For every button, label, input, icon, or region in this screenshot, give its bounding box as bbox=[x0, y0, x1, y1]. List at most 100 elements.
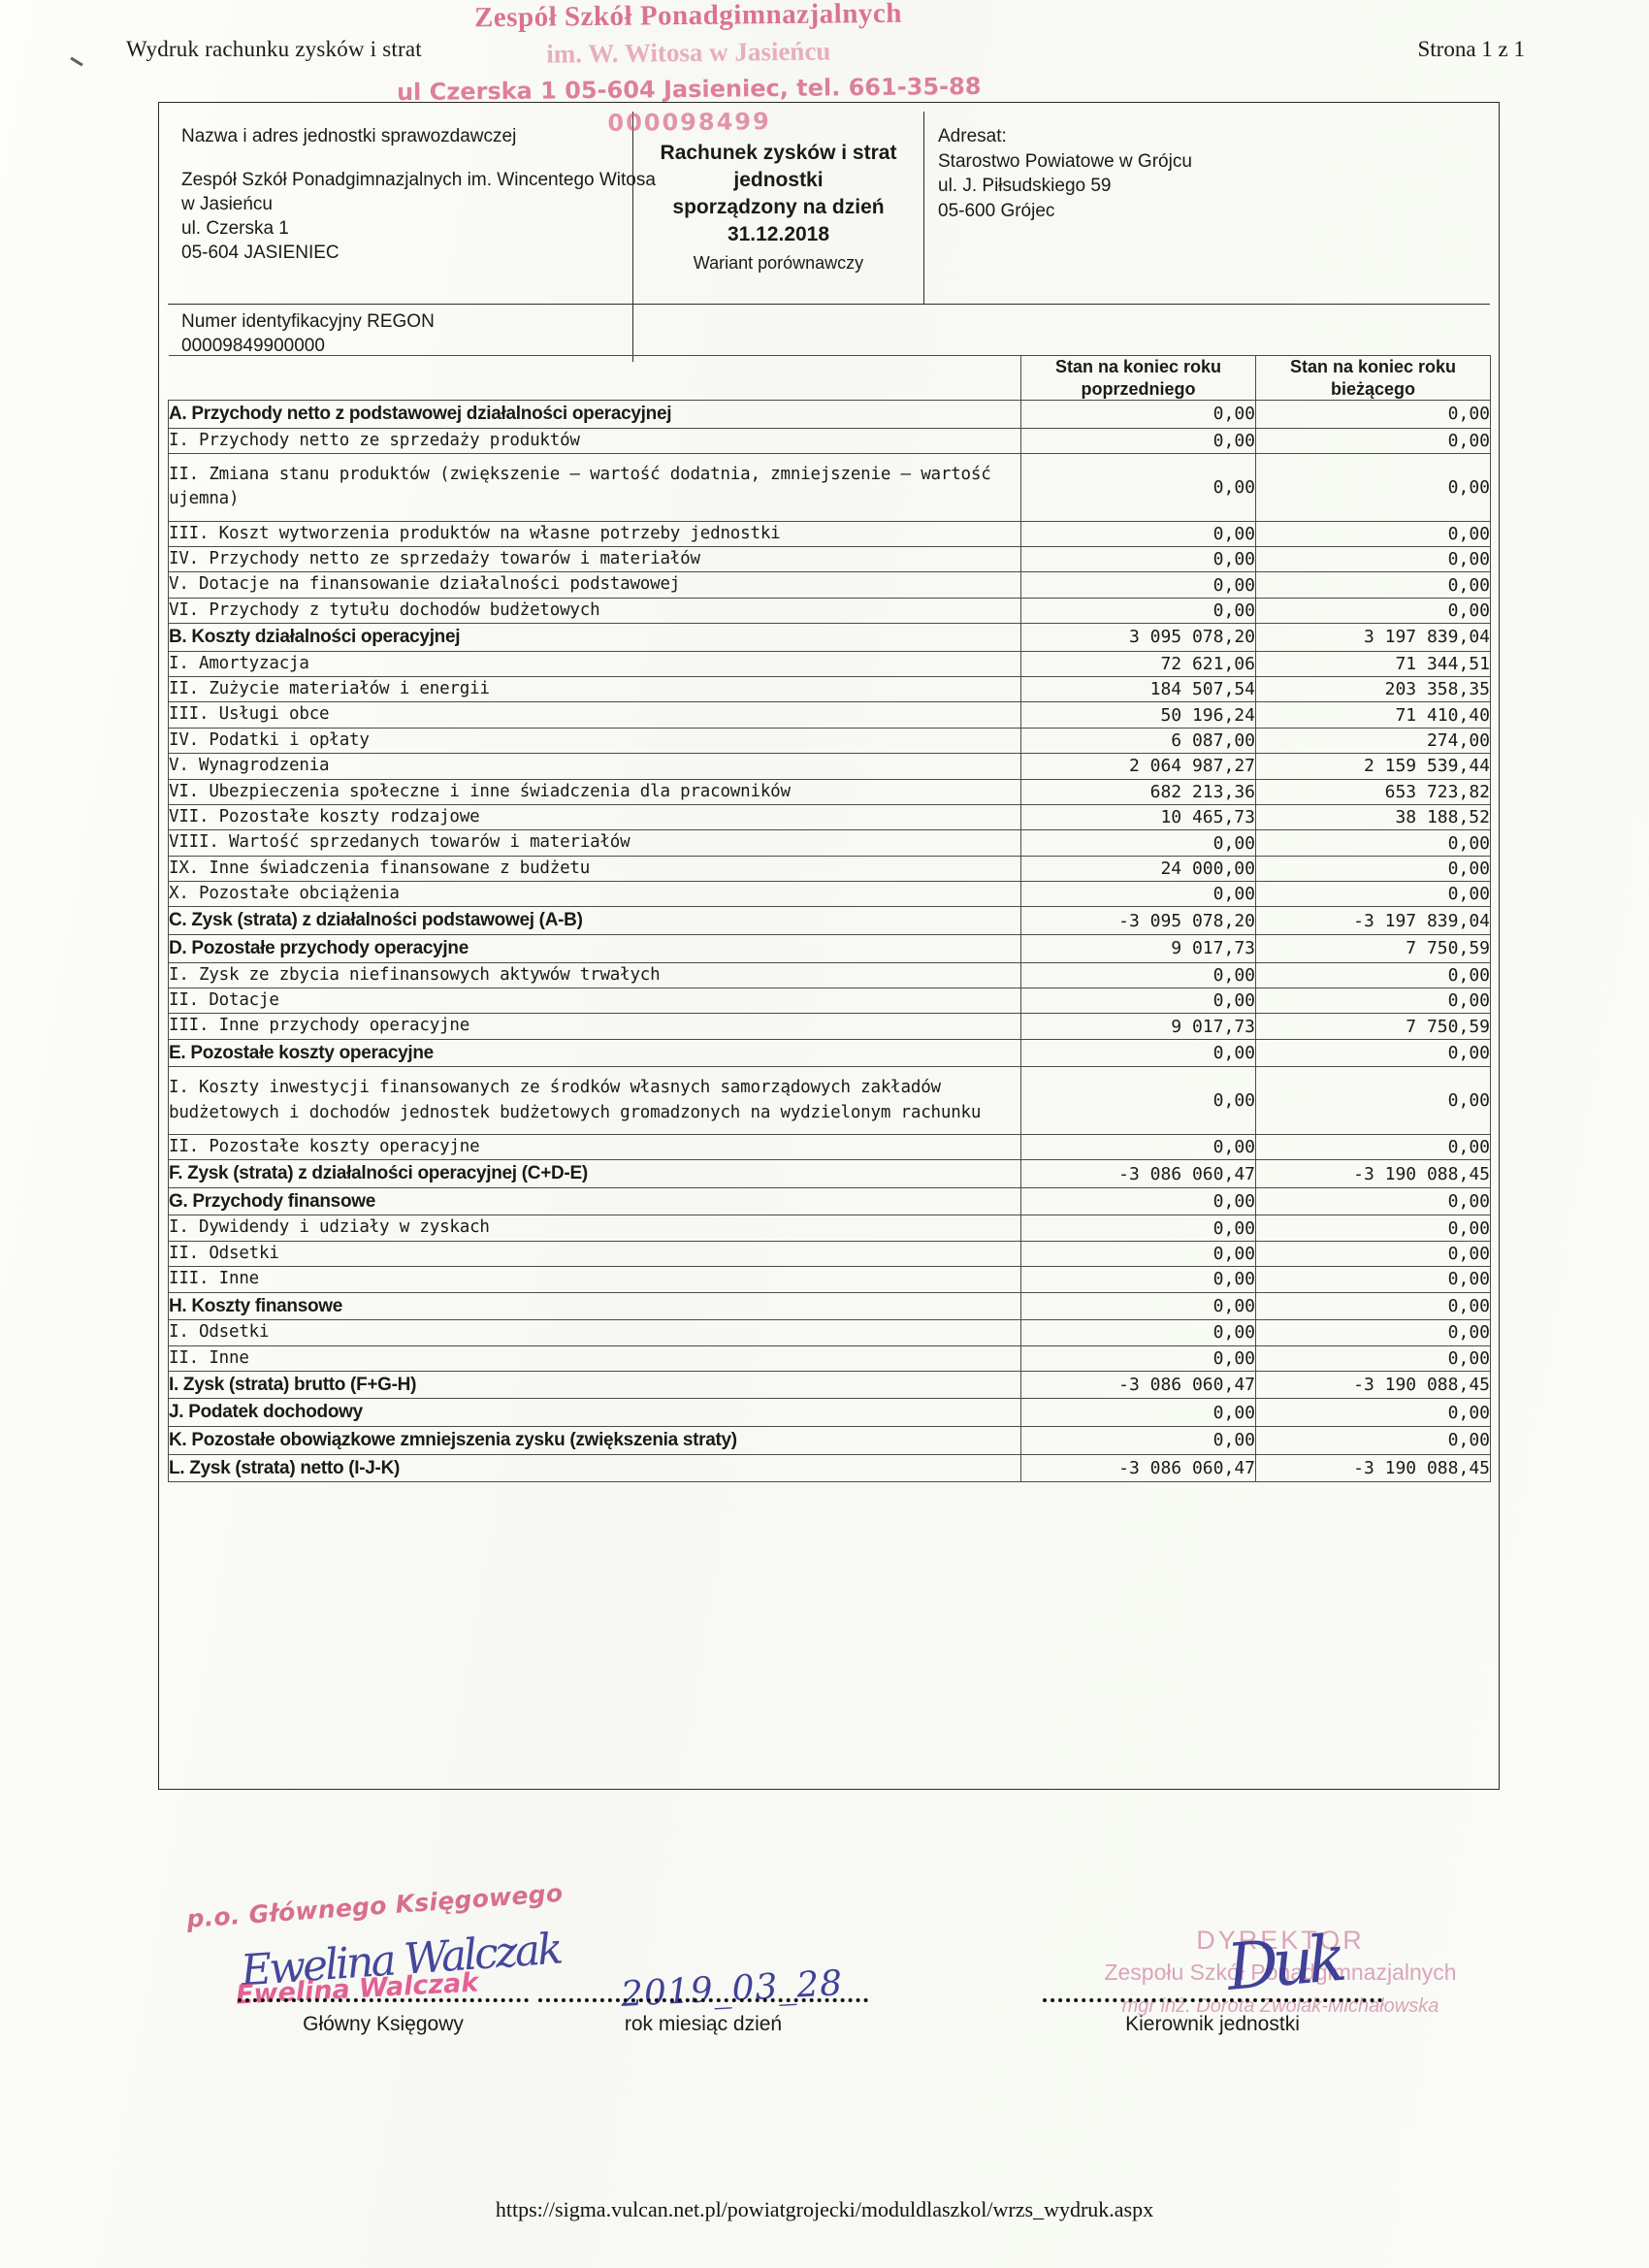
row-label-item: II. Dotacje bbox=[168, 987, 1021, 1015]
accountant-caption: Główny Księgowy bbox=[303, 2013, 464, 2035]
row-value-current-year: 0,00 bbox=[1255, 881, 1491, 908]
regon-row: Numer identyfikacyjny REGON 000098499000… bbox=[168, 304, 1490, 362]
row-label-item: VI. Przychody z tytułu dochodów budżetow… bbox=[168, 597, 1021, 625]
row-value-previous-year: 50 196,24 bbox=[1020, 701, 1256, 729]
row-value-current-year: 653 723,82 bbox=[1255, 778, 1491, 805]
row-value-previous-year: 0,00 bbox=[1020, 1133, 1256, 1161]
row-value-previous-year: 9 017,73 bbox=[1020, 1013, 1256, 1040]
regon-cell: Numer identyfikacyjny REGON 000098499000… bbox=[168, 305, 633, 362]
row-label-item: VIII. Wartość sprzedanych towarów i mate… bbox=[168, 829, 1021, 857]
date-line bbox=[538, 1998, 868, 2002]
table-row: E. Pozostałe koszty operacyjne 0,00 0,00 bbox=[168, 1038, 1491, 1068]
row-value-previous-year: -3 095 078,20 bbox=[1020, 906, 1256, 936]
row-value-previous-year: 0,00 bbox=[1020, 427, 1256, 454]
reporting-unit-address: Zespół Szkół Ponadgimnazjalnych im. Winc… bbox=[181, 168, 656, 266]
row-value-previous-year: 6 087,00 bbox=[1020, 727, 1256, 755]
stamp-line-3: ul Czerska 1 05-604 Jasieniec, tel. 661-… bbox=[396, 72, 982, 107]
manager-signature-block: Kierownik jednostki bbox=[1043, 1998, 1382, 2036]
document-title-line-2: jednostki bbox=[733, 169, 824, 192]
row-value-current-year: 7 750,59 bbox=[1255, 1013, 1491, 1040]
regon-value: 00009849900000 bbox=[181, 335, 325, 356]
row-value-current-year: 2 159 539,44 bbox=[1255, 753, 1491, 780]
document-frame bbox=[158, 102, 1500, 1790]
row-value-previous-year: 0,00 bbox=[1020, 881, 1256, 908]
row-value-current-year: 38 188,52 bbox=[1255, 803, 1491, 831]
row-value-current-year: -3 190 088,45 bbox=[1255, 1453, 1491, 1483]
column-header-label bbox=[168, 355, 1021, 401]
date-caption: rok miesiąc dzień bbox=[624, 2013, 783, 2035]
column-header-previous-year: Stan na koniec roku poprzedniego bbox=[1020, 355, 1256, 401]
director-stamp-line-2: Zespołu Szkół Ponadgimnazjalnych bbox=[1104, 1960, 1457, 1985]
table-row: D. Pozostałe przychody operacyjne 9 017,7… bbox=[168, 934, 1491, 963]
row-value-current-year: 0,00 bbox=[1255, 1425, 1491, 1455]
row-value-previous-year: 0,00 bbox=[1020, 1319, 1256, 1346]
table-row: IV. Przychody netto ze sprzedaży towarów… bbox=[168, 546, 1491, 573]
row-value-previous-year: -3 086 060,47 bbox=[1020, 1159, 1256, 1188]
row-value-current-year: 71 344,51 bbox=[1255, 650, 1491, 678]
manager-signature-line bbox=[1043, 1998, 1382, 2002]
identity-block: Nazwa i adres jednostki sprawozdawczej Z… bbox=[168, 112, 1490, 304]
row-label-item: X. Pozostałe obciążenia bbox=[168, 881, 1021, 908]
addressee-cell: Adresat: Starostwo Powiatowe w Grójcu ul… bbox=[924, 112, 1490, 304]
row-value-current-year: 0,00 bbox=[1255, 961, 1491, 988]
table-row: L. Zysk (strata) netto (I-J-K) -3 086 060… bbox=[168, 1453, 1491, 1483]
document-title-cell: Rachunek zysków i strat jednostki sporzą… bbox=[633, 112, 924, 304]
row-label-item: VII. Pozostałe koszty rodzajowe bbox=[168, 803, 1021, 831]
row-value-previous-year: 0,00 bbox=[1020, 1266, 1256, 1293]
row-value-current-year: 274,00 bbox=[1255, 727, 1491, 755]
print-header-row: Wydruk rachunku zysków i strat Strona 1 … bbox=[0, 37, 1649, 62]
row-label-item: I. Koszty inwestycji finansowanych ze śr… bbox=[168, 1066, 1021, 1135]
row-value-current-year: 0,00 bbox=[1255, 829, 1491, 857]
row-label-item: VI. Ubezpieczenia społeczne i inne świad… bbox=[168, 778, 1021, 805]
reporting-unit-label: Nazwa i adres jednostki sprawozdawczej bbox=[181, 126, 517, 146]
table-row: II. Dotacje 0,00 0,00 bbox=[168, 987, 1491, 1015]
table-row: II. Inne 0,00 0,00 bbox=[168, 1345, 1491, 1372]
row-value-current-year: 0,00 bbox=[1255, 855, 1491, 883]
row-label-section: C. Zysk (strata) z działalności podstawo… bbox=[168, 906, 1021, 936]
row-value-current-year: -3 190 088,45 bbox=[1255, 1370, 1491, 1400]
table-row: II. Zmiana stanu produktów (zwiększenie … bbox=[168, 452, 1491, 522]
row-value-previous-year: 2 064 987,27 bbox=[1020, 753, 1256, 780]
signature-area: Główny Księgowy rok miesiąc dzień Kierow… bbox=[0, 1872, 1649, 2163]
row-value-previous-year: 72 621,06 bbox=[1020, 650, 1256, 678]
table-row: VII. Pozostałe koszty rodzajowe 10 465,73… bbox=[168, 803, 1491, 831]
row-value-previous-year: 0,00 bbox=[1020, 571, 1256, 599]
table-row: B. Koszty działalności operacyjnej 3 095 … bbox=[168, 623, 1491, 652]
table-row: I. Amortyzacja 72 621,06 71 344,51 bbox=[168, 650, 1491, 678]
footer-url: https://sigma.vulcan.net.pl/powiatgrojec… bbox=[495, 2197, 1154, 2221]
row-value-previous-year: 0,00 bbox=[1020, 1066, 1256, 1135]
document-title-line-4: 31.12.2018 bbox=[727, 222, 830, 245]
table-row: IV. Podatki i opłaty 6 087,00 274,00 bbox=[168, 727, 1491, 755]
table-row: VI. Ubezpieczenia społeczne i inne świad… bbox=[168, 778, 1491, 805]
row-value-previous-year: -3 086 060,47 bbox=[1020, 1370, 1256, 1400]
row-label-item: II. Zużycie materiałów i energii bbox=[168, 676, 1021, 703]
row-value-current-year: 3 197 839,04 bbox=[1255, 623, 1491, 652]
row-value-current-year: 71 410,40 bbox=[1255, 701, 1491, 729]
reporting-unit-cell: Nazwa i adres jednostki sprawozdawczej Z… bbox=[168, 112, 656, 304]
addressee-line-1: Starostwo Powiatowe w Grójcu bbox=[938, 150, 1192, 172]
regon-label: Numer identyfikacyjny REGON bbox=[181, 311, 435, 332]
row-label-item: I. Przychody netto ze sprzedaży produktó… bbox=[168, 427, 1021, 454]
row-value-current-year: 0,00 bbox=[1255, 597, 1491, 625]
row-label-item: V. Dotacje na finansowanie działalności … bbox=[168, 571, 1021, 599]
row-value-previous-year: 0,00 bbox=[1020, 597, 1256, 625]
header-cur-line-2: bieżącego bbox=[1330, 378, 1416, 399]
row-label-item: I. Dywidendy i udziały w zyskach bbox=[168, 1215, 1021, 1242]
date-signature-block: rok miesiąc dzień bbox=[538, 1998, 868, 2036]
table-row: III. Koszt wytworzenia produktów na włas… bbox=[168, 520, 1491, 548]
document-title-line-1: Rachunek zysków i strat bbox=[660, 142, 897, 165]
row-label-item: IV. Przychody netto ze sprzedaży towarów… bbox=[168, 546, 1021, 573]
stamp-line-2: im. W. Witosa w Jasieńcu bbox=[546, 36, 831, 69]
row-value-previous-year: 0,00 bbox=[1020, 546, 1256, 573]
row-value-current-year: 0,00 bbox=[1255, 1345, 1491, 1372]
row-value-previous-year: 184 507,54 bbox=[1020, 676, 1256, 703]
row-value-previous-year: 682 213,36 bbox=[1020, 778, 1256, 805]
header-prev-line-2: poprzedniego bbox=[1081, 378, 1196, 399]
table-row: VIII. Wartość sprzedanych towarów i mate… bbox=[168, 829, 1491, 857]
table-header-row: Stan na koniec roku poprzedniego Stan na… bbox=[168, 355, 1491, 401]
row-value-current-year: 0,00 bbox=[1255, 1038, 1491, 1068]
row-label-item: II. Odsetki bbox=[168, 1240, 1021, 1268]
regon-empty-cell bbox=[633, 305, 1490, 362]
row-label-item: I. Odsetki bbox=[168, 1319, 1021, 1346]
table-row: I. Dywidendy i udziały w zyskach 0,00 0,00 bbox=[168, 1215, 1491, 1242]
